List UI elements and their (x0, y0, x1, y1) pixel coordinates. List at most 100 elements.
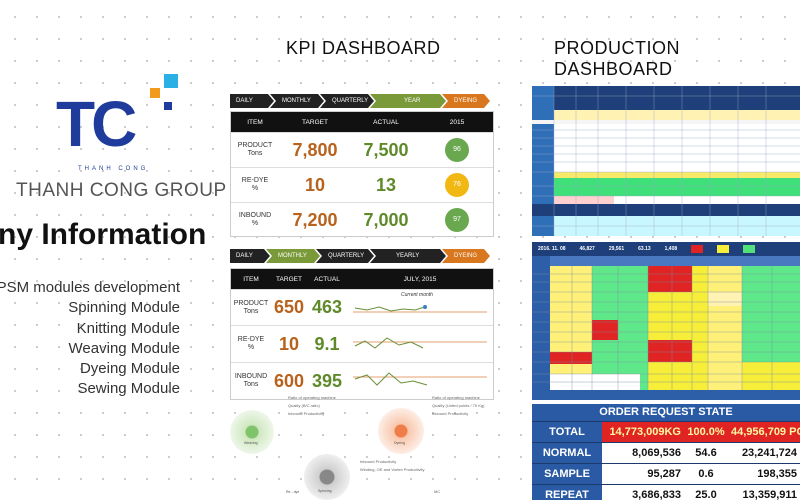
note-item: Inbound Productivity (360, 459, 397, 464)
order-kg: 3,686,833 (602, 485, 684, 500)
tab-dyeing-kpi[interactable]: DYEING KPI (442, 94, 490, 108)
tab-quarterly[interactable]: QUARTERLY (316, 249, 374, 263)
order-pcs: 44,956,709 PCS (728, 422, 800, 442)
score-badge: 76 (445, 173, 469, 197)
table-row: TOTAL 14,773,009KG 100.0% 44,956,709 PCS (532, 422, 800, 442)
weaving-label: Weaving (244, 441, 258, 445)
kpi-tabs-bottom: DAILY MONTHLY QUARTERLY YEARLY DYEING KP… (230, 249, 486, 263)
order-pct: 0.6 (684, 464, 728, 484)
dyeing-label: Dyeing (394, 441, 405, 445)
order-pcs: 198,355 (728, 464, 800, 484)
table-row: INBOUND% 7,200 7,000 97 (231, 202, 493, 237)
sheet-date: 2016. 11. 08 (538, 246, 566, 252)
row-unit: Tons (243, 307, 259, 315)
row-item: INBOUND (234, 373, 268, 380)
table-row: INBOUND Tons 600 395 (231, 362, 493, 399)
row-target: 600 (273, 370, 305, 391)
order-label: TOTAL (532, 422, 602, 442)
row-item: RE-DYE (237, 336, 265, 343)
row-actual: 463 (311, 297, 343, 317)
spinning-notes: Inbound Productivity Winding, OE and Vor… (360, 458, 424, 474)
company-logo: TC THANH CONG (56, 74, 186, 174)
row-unit: Tons (243, 381, 259, 388)
module-item: Sewing Module (77, 380, 180, 398)
logo-square-blue (164, 102, 172, 110)
production-sheet-2-grid (532, 256, 800, 400)
table-row: PRODUCT Tons 650 463 Current month (231, 289, 493, 325)
tab-daily[interactable]: DAILY (230, 249, 270, 263)
module-list: PSM modules development Spinning Module … (0, 278, 180, 400)
sheet-value: 1,408 (664, 246, 678, 252)
production-dashboard-title: PRODUCTION DASHBOARD (554, 38, 680, 79)
order-request-title: ORDER REQUEST STATE (532, 404, 800, 421)
module-item: Spinning Module (68, 299, 180, 317)
row-item: PRODUCT (237, 142, 273, 149)
col-month: JULY, 2015 (403, 275, 437, 283)
row-target: 10 (278, 333, 300, 354)
legend-red (691, 245, 704, 253)
tab-monthly[interactable]: MONTHLY (266, 249, 320, 263)
note-item: Winding, OE and Vortex Productivity (360, 467, 425, 472)
table-row: RE-DYE% 10 9.1 (231, 325, 493, 362)
col-item: ITEM (247, 118, 263, 126)
col-actual: ACTUAL (373, 118, 399, 126)
row-item: INBOUND (238, 212, 272, 219)
logo-square-orange (150, 88, 160, 98)
col-actual: ACTUAL (314, 275, 340, 283)
tab-year[interactable]: YEAR (370, 94, 446, 108)
row-unit: % (251, 220, 259, 227)
tab-dyeing-kpi[interactable]: DYEING KPI (442, 249, 490, 263)
order-label: REPEAT (532, 485, 602, 500)
order-label: NORMAL (532, 443, 602, 463)
note-item: Inbound Productivity (432, 411, 469, 416)
production-sheet-2: 2016. 11. 08 46,827 29,561 63.13 1,408 (532, 242, 800, 400)
table-row: PRODUCT Tons 7,800 7,500 96 (231, 132, 493, 167)
kpi-year-table-header: ITEM TARGET ACTUAL 2015 (231, 112, 493, 132)
row-target: 10 (304, 174, 326, 195)
col-year: 2015 (449, 118, 465, 126)
order-request-panel: ORDER REQUEST STATE TOTAL 14,773,009KG 1… (532, 404, 800, 500)
table-row: NORMAL 8,069,536 54.6 23,241,724 (532, 443, 800, 463)
sheet-value: 63.13 (638, 246, 651, 252)
kpi-year-table: ITEM TARGET ACTUAL 2015 PRODUCT Tons 7,80… (230, 111, 494, 237)
order-pct: 54.6 (684, 443, 728, 463)
tab-yearly[interactable]: YEARLY (370, 249, 446, 263)
section-title: ny Information (0, 218, 207, 251)
logo-subtitle: THANH CONG (78, 166, 149, 172)
spinning-bubble (304, 454, 350, 500)
production-sheet-1-grid (532, 86, 800, 236)
col-target: TARGET (276, 275, 302, 283)
col-item: ITEM (243, 275, 259, 283)
sparkline-product (353, 304, 487, 312)
sheet-value: 29,561 (608, 246, 625, 252)
spinning-label: Spinning (318, 489, 332, 493)
sheet-2-header: 2016. 11. 08 46,827 29,561 63.13 1,408 (532, 242, 800, 256)
row-unit: % (247, 344, 255, 351)
row-unit: % (251, 185, 259, 192)
order-pcs: 23,241,724 (728, 443, 800, 463)
tab-quarterly[interactable]: QUARTERLY (320, 94, 374, 108)
weaving-bubble (230, 410, 274, 454)
weaving-notes: Ratio of operating machine Quality (B/C … (288, 394, 336, 418)
tab-monthly[interactable]: MONTHLY (270, 94, 324, 108)
note-item: Ratio of operating machine (432, 395, 480, 400)
module-item: Knitting Module (76, 319, 180, 337)
table-row: RE-DYE% 10 13 76 (231, 167, 493, 202)
logo-square-cyan (164, 74, 178, 88)
production-sheet-1 (532, 86, 800, 236)
legend-yellow (717, 245, 730, 253)
order-label: SAMPLE (532, 464, 602, 484)
order-pct: 100.0% (684, 422, 728, 442)
order-kg: 14,773,009KG (602, 422, 684, 442)
kpi-tabs-top: DAILY MONTHLY QUARTERLY YEAR DYEING KPI (230, 94, 486, 108)
dyeing-bubble (378, 408, 424, 454)
row-actual: 395 (311, 370, 343, 391)
trend-chart-inbound (347, 363, 493, 400)
tab-daily[interactable]: DAILY (230, 94, 274, 108)
note-item: Quality (Unfed points / 75 Kg) (432, 403, 485, 408)
group-name: THANH CONG GROUP (16, 180, 227, 201)
sparkline-redye (353, 336, 487, 349)
order-kg: 95,287 (602, 464, 684, 484)
sparkline-inbound (353, 371, 487, 386)
module-item: Weaving Module (68, 339, 180, 357)
